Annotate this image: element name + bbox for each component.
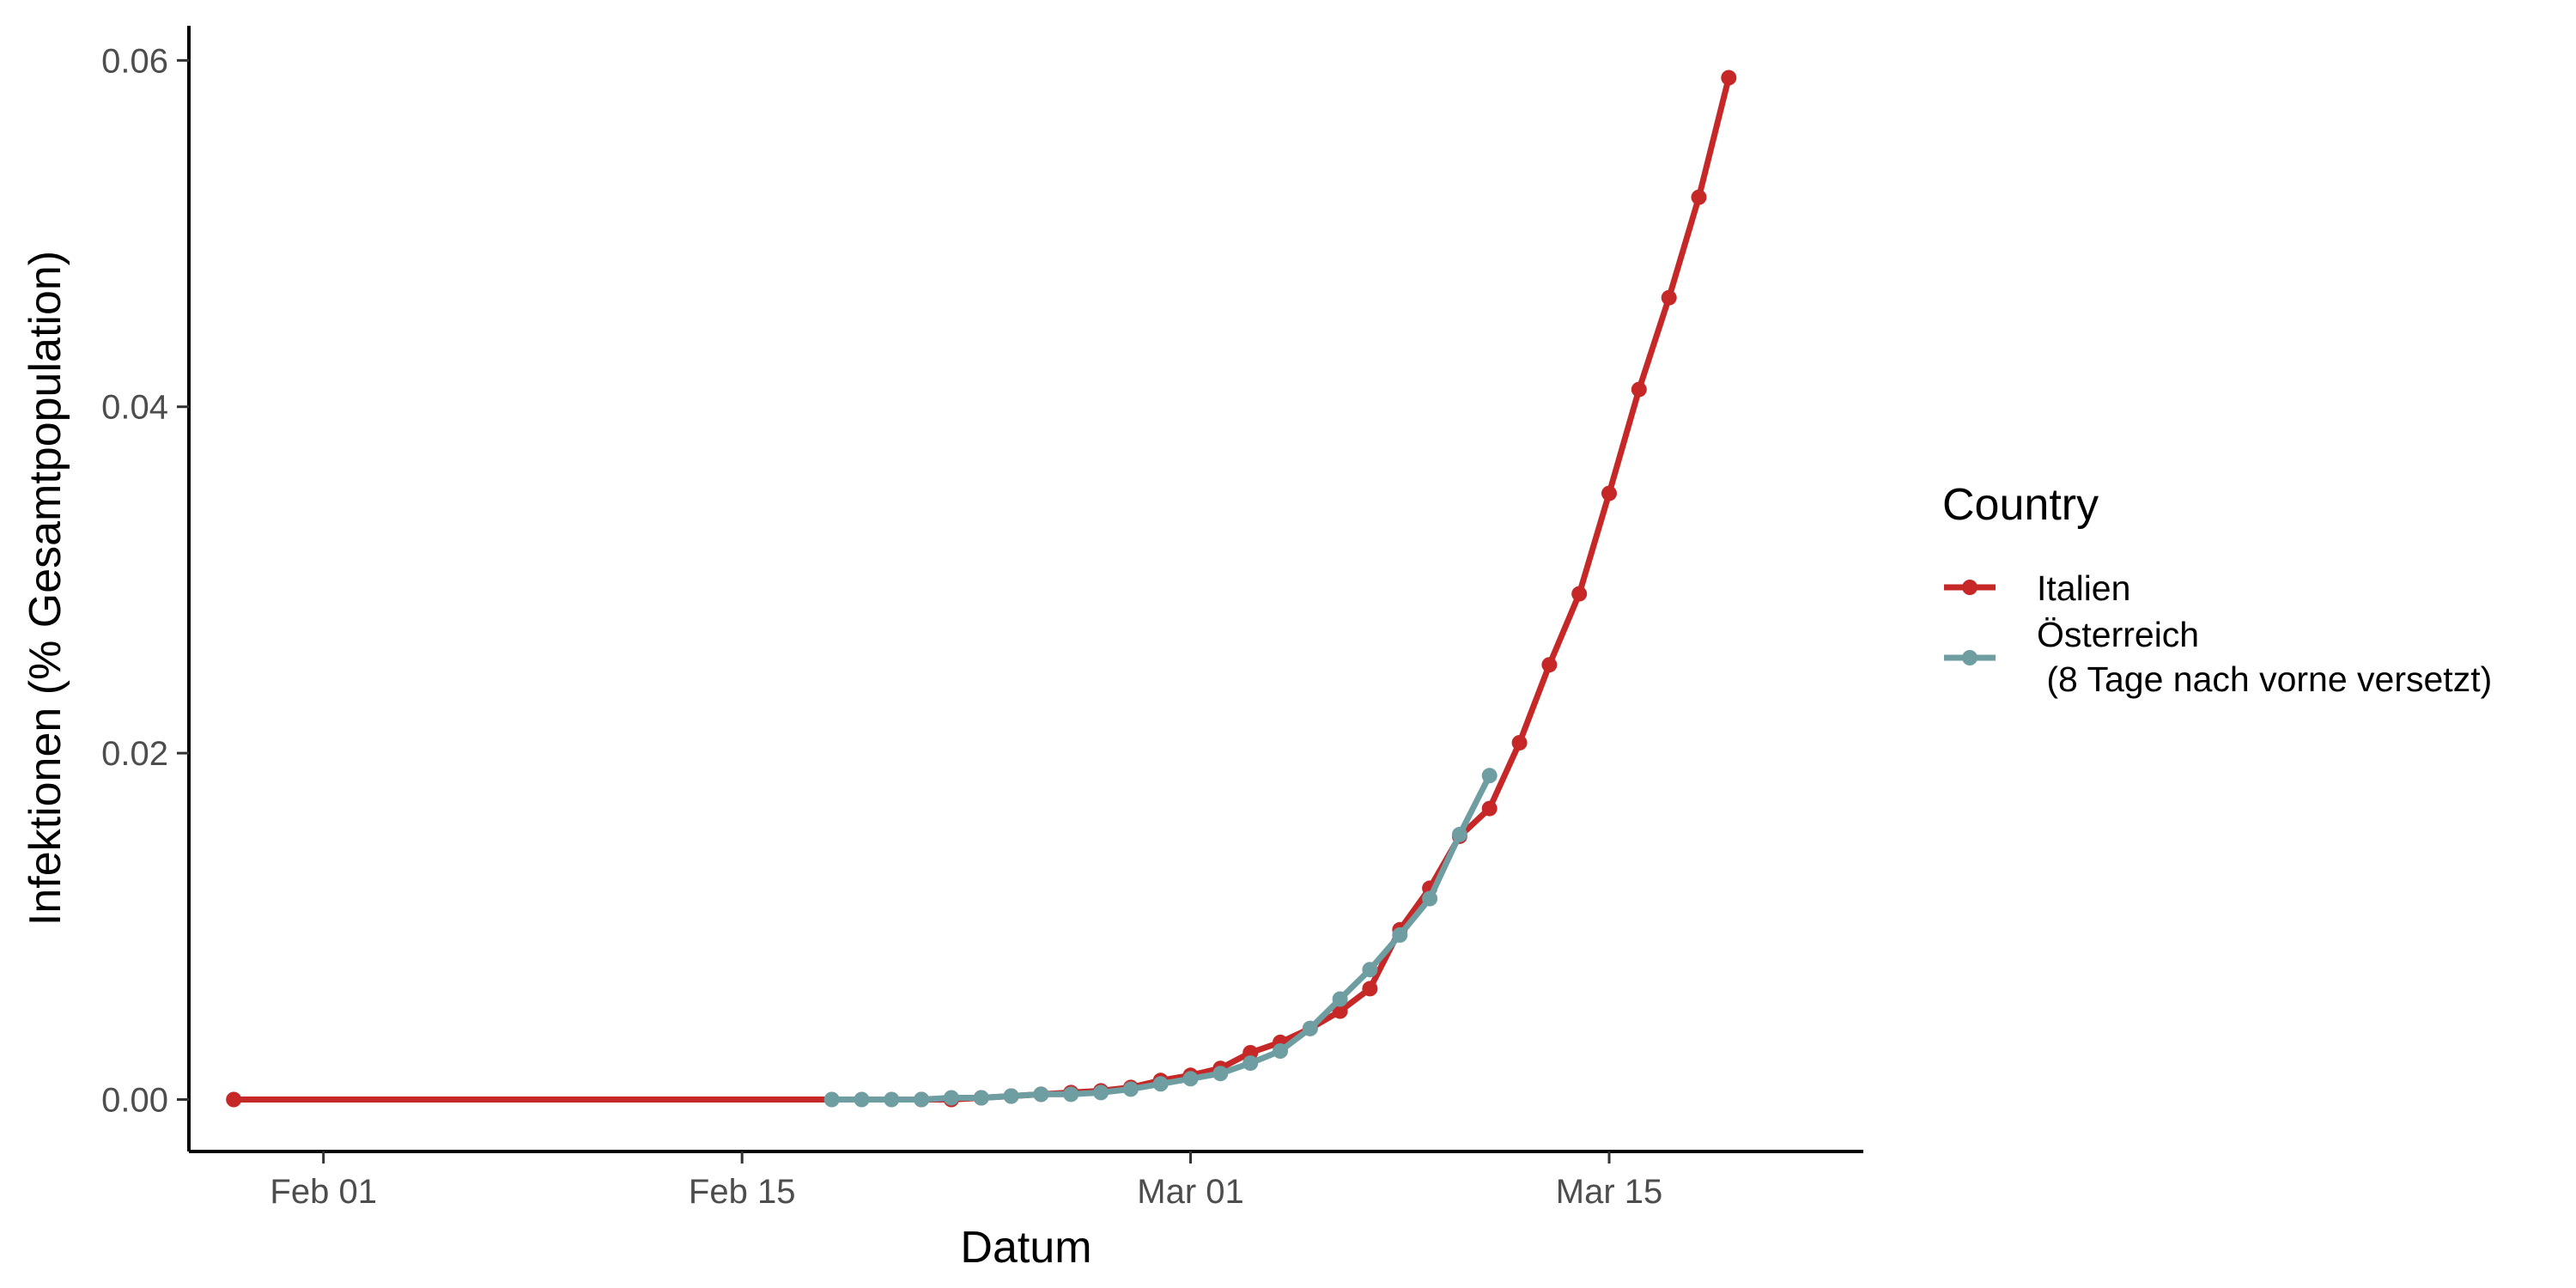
legend-label: Österreich (8 Tage nach vorne versetzt) bbox=[2037, 615, 2492, 699]
data-point bbox=[1691, 189, 1707, 205]
data-point bbox=[914, 1091, 930, 1108]
legend-item: Italien bbox=[1944, 568, 2130, 608]
data-point bbox=[226, 1091, 242, 1108]
legend-items: Italien Österreich (8 Tage nach vorne ver… bbox=[1944, 568, 2492, 699]
data-point bbox=[1122, 1081, 1139, 1097]
legend-label-line: Österreich bbox=[2037, 615, 2199, 654]
x-tick-label: Feb 01 bbox=[270, 1173, 377, 1211]
legend: Country Italien Österreich (8 Tage nach v… bbox=[1942, 480, 2492, 699]
x-axis-ticks: Feb 01 Feb 15 Mar 01 Mar 15 bbox=[270, 1151, 1662, 1211]
legend-key-point bbox=[1962, 580, 1978, 595]
data-point bbox=[1451, 826, 1467, 842]
data-point bbox=[1242, 1055, 1259, 1072]
data-point bbox=[1063, 1086, 1079, 1103]
data-point bbox=[1601, 485, 1617, 501]
legend-label-line: (8 Tage nach vorne versetzt) bbox=[2037, 659, 2492, 699]
data-point bbox=[1541, 657, 1558, 673]
data-point bbox=[973, 1090, 989, 1106]
data-point bbox=[1362, 981, 1378, 997]
series-oesterreich bbox=[823, 768, 1498, 1108]
data-point bbox=[1511, 735, 1528, 750]
x-tick-label: Feb 15 bbox=[689, 1173, 796, 1211]
plot-area bbox=[226, 70, 1737, 1108]
y-tick-label: 0.00 bbox=[101, 1081, 168, 1119]
legend-key-point bbox=[1962, 650, 1978, 665]
data-point bbox=[1332, 991, 1348, 1007]
data-point bbox=[1302, 1020, 1318, 1036]
x-tick-label: Mar 01 bbox=[1137, 1173, 1244, 1211]
data-point bbox=[1212, 1066, 1229, 1082]
data-point bbox=[1273, 1043, 1288, 1059]
data-point bbox=[854, 1091, 870, 1108]
data-point bbox=[1362, 962, 1378, 978]
x-axis-title: Datum bbox=[960, 1223, 1091, 1273]
data-point bbox=[1422, 890, 1438, 907]
data-point bbox=[1661, 289, 1677, 306]
data-point bbox=[1392, 927, 1408, 943]
y-tick-label: 0.04 bbox=[101, 389, 168, 427]
data-point bbox=[1481, 768, 1498, 784]
data-point bbox=[1182, 1071, 1199, 1087]
data-point bbox=[823, 1091, 840, 1108]
y-axis-ticks: 0.00 0.02 0.04 0.06 bbox=[101, 42, 189, 1119]
y-tick-label: 0.06 bbox=[101, 42, 168, 80]
data-point bbox=[943, 1090, 959, 1106]
y-axis-title: Infektionen (% Gesamtpopulation) bbox=[21, 251, 70, 926]
data-point bbox=[1093, 1084, 1109, 1101]
data-point bbox=[1571, 586, 1588, 602]
data-point bbox=[1481, 800, 1498, 817]
y-tick-label: 0.02 bbox=[101, 735, 168, 773]
data-point bbox=[1033, 1086, 1049, 1103]
data-point bbox=[1332, 1003, 1348, 1019]
legend-item: Österreich (8 Tage nach vorne versetzt) bbox=[1944, 615, 2492, 699]
data-point bbox=[1721, 70, 1737, 86]
data-point bbox=[884, 1091, 900, 1108]
data-point bbox=[1631, 381, 1647, 398]
legend-label: Italien bbox=[2037, 568, 2130, 608]
legend-title: Country bbox=[1942, 480, 2099, 530]
data-point bbox=[1003, 1088, 1019, 1104]
data-point bbox=[1152, 1076, 1169, 1092]
x-tick-label: Mar 15 bbox=[1556, 1173, 1663, 1211]
